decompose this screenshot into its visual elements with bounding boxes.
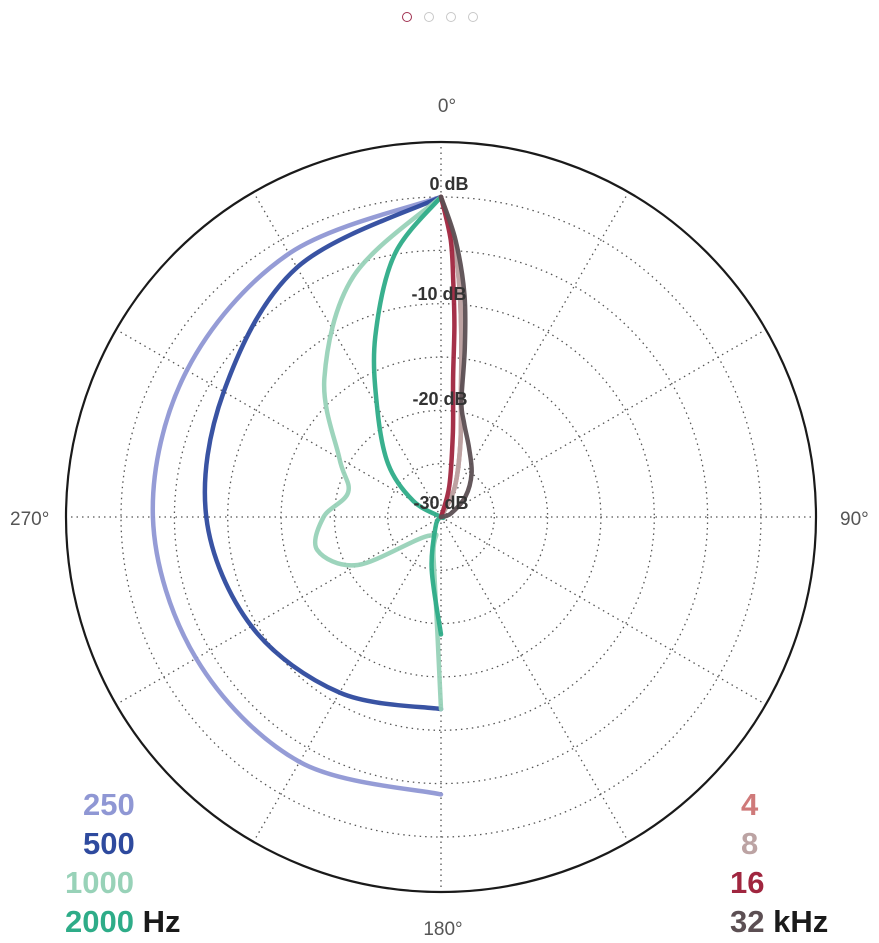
grid-spoke-330 — [252, 191, 442, 518]
series-line-250 — [150, 194, 444, 797]
legend-item-4k: 4 — [741, 787, 758, 823]
ring-label-minus20db: -20 dB — [412, 389, 467, 409]
legend-label-32k: 32 — [730, 904, 765, 939]
legend-item-32k: 32 kHz — [730, 904, 828, 940]
grid-spoke-30 — [440, 191, 630, 518]
grid-spoke-300 — [115, 328, 442, 518]
page-dot-1[interactable] — [401, 12, 412, 22]
legend-item-250: 250 — [83, 787, 135, 823]
legend-label-250: 250 — [83, 787, 135, 822]
series-line-2000 — [371, 194, 446, 637]
grid-spoke-120 — [440, 516, 767, 706]
series-line-1000 — [312, 194, 444, 712]
legend-label-500: 500 — [83, 826, 135, 861]
legend-item-1000: 1000 — [65, 865, 134, 901]
page-dot-3[interactable] — [445, 12, 456, 22]
grid-ring-5 — [173, 249, 709, 785]
legend-label-8k: 8 — [741, 826, 759, 861]
grid-ring-25 — [387, 463, 495, 571]
polar-labels: 0° 90° 180° 270° 0 dB -10 dB -20 dB -30 … — [10, 96, 869, 940]
series-line-500 — [202, 194, 444, 712]
angle-label-90: 90° — [840, 509, 869, 530]
ring-label-0db: 0 dB — [429, 174, 468, 194]
legend-unit-khz: kHz — [773, 904, 829, 939]
series-line-16 — [438, 194, 457, 520]
legend-label-1000: 1000 — [65, 865, 134, 900]
grid-spoke-240 — [115, 516, 442, 706]
ring-label-minus30db: -30 dB — [413, 493, 468, 513]
series-line-32 — [438, 194, 474, 520]
legend-label-2000: 2000 — [65, 904, 134, 939]
legend-item-16k: 16 — [730, 865, 764, 901]
polar-series — [150, 194, 474, 797]
grid-spoke-150 — [440, 516, 630, 843]
grid-spoke-210 — [252, 516, 442, 843]
polar-frame — [64, 140, 818, 894]
page-dot-4[interactable] — [467, 12, 478, 22]
angle-label-180: 180° — [423, 919, 462, 940]
legend-item-8k: 8 — [741, 826, 758, 862]
grid-ring-20 — [333, 409, 549, 625]
legend-label-16k: 16 — [730, 865, 765, 900]
legend-item-2000: 2000 Hz — [65, 904, 180, 940]
ring-label-minus10db: -10 dB — [411, 284, 466, 304]
grid-ring-10 — [227, 303, 655, 731]
legend-unit-hz: Hz — [142, 904, 181, 939]
angle-label-0: 0° — [438, 96, 456, 117]
grid-spoke-60 — [440, 328, 767, 518]
legend-item-500: 500 — [83, 826, 135, 862]
page-indicator — [0, 9, 879, 27]
legend-label-4k: 4 — [741, 787, 759, 822]
page-dot-2[interactable] — [423, 12, 434, 22]
angle-label-270: 270° — [10, 509, 49, 530]
